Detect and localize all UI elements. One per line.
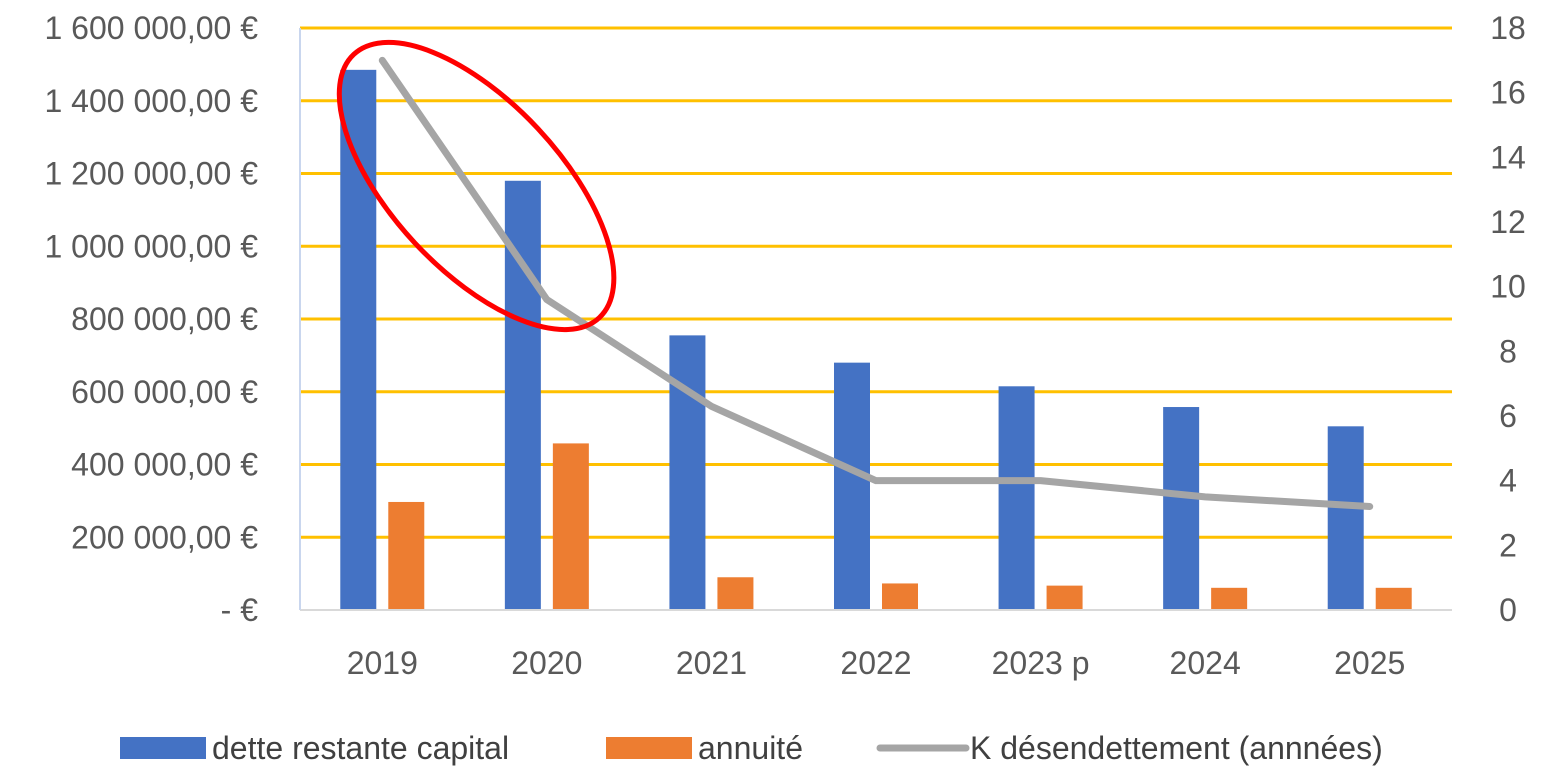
x-tick-label: 2023 p <box>992 645 1090 681</box>
x-tick-label: 2021 <box>676 645 747 681</box>
right-tick-label: 12 <box>1490 204 1526 240</box>
left-tick-label: 800 000,00 € <box>71 301 258 337</box>
right-tick-label: 2 <box>1499 527 1517 563</box>
right-tick-label: 10 <box>1490 269 1526 305</box>
left-tick-label: 1 400 000,00 € <box>44 83 258 119</box>
bar-annuite <box>882 583 918 610</box>
bar-dette-restante-capital <box>1327 426 1364 610</box>
x-tick-label: 2019 <box>347 645 418 681</box>
annotation <box>336 39 617 333</box>
legend-swatch <box>120 737 206 759</box>
bar-dette-restante-capital <box>834 362 870 610</box>
right-tick-label: 0 <box>1499 592 1517 628</box>
x-tick-label: 2025 <box>1334 645 1405 681</box>
left-tick-label: 600 000,00 € <box>71 374 258 410</box>
right-tick-label: 16 <box>1490 75 1526 111</box>
right-tick-label: 18 <box>1490 10 1526 46</box>
legend-label: dette restante capital <box>212 730 509 766</box>
left-tick-label: 400 000,00 € <box>71 447 258 483</box>
axes: - € 200 000,00 € 400 000,00 € 600 000,00 € 8… <box>44 10 1525 681</box>
bar-annuite <box>1046 585 1083 610</box>
right-tick-label: 6 <box>1499 398 1517 434</box>
left-tick-label: 1 200 000,00 € <box>44 156 258 192</box>
legend-swatch <box>606 737 692 759</box>
x-tick-label: 2020 <box>511 645 582 681</box>
right-tick-label: 8 <box>1499 333 1517 369</box>
left-tick-label: 1 600 000,00 € <box>44 10 258 46</box>
line-series <box>378 56 1374 511</box>
bar-annuite <box>717 577 754 610</box>
bar-dette-restante-capital <box>1163 407 1200 610</box>
right-tick-label: 4 <box>1499 463 1517 499</box>
legend-label: K désendettement (annnées) <box>970 730 1383 766</box>
legend-label: annuité <box>698 730 803 766</box>
left-tick-label: 1 000 000,00 € <box>44 228 258 264</box>
x-tick-label: 2024 <box>1170 645 1241 681</box>
line-k-desendettement <box>378 56 1374 511</box>
right-tick-label: 14 <box>1490 139 1526 175</box>
highlight-ellipse <box>336 39 617 333</box>
left-tick-label: 200 000,00 € <box>71 519 258 555</box>
bar-dette-restante-capital <box>340 69 377 611</box>
legend: dette restante capital annuité K désendett… <box>120 730 1383 766</box>
bars <box>340 69 1412 611</box>
left-tick-label: - € <box>221 592 259 628</box>
bar-annuite <box>1211 587 1248 610</box>
bar-annuite <box>552 443 589 610</box>
bar-dette-restante-capital <box>998 386 1035 610</box>
bar-annuite <box>1375 587 1412 610</box>
gridlines <box>300 26 1452 539</box>
x-tick-label: 2022 <box>840 645 911 681</box>
bar-annuite <box>388 501 425 610</box>
bar-dette-restante-capital <box>669 335 706 610</box>
